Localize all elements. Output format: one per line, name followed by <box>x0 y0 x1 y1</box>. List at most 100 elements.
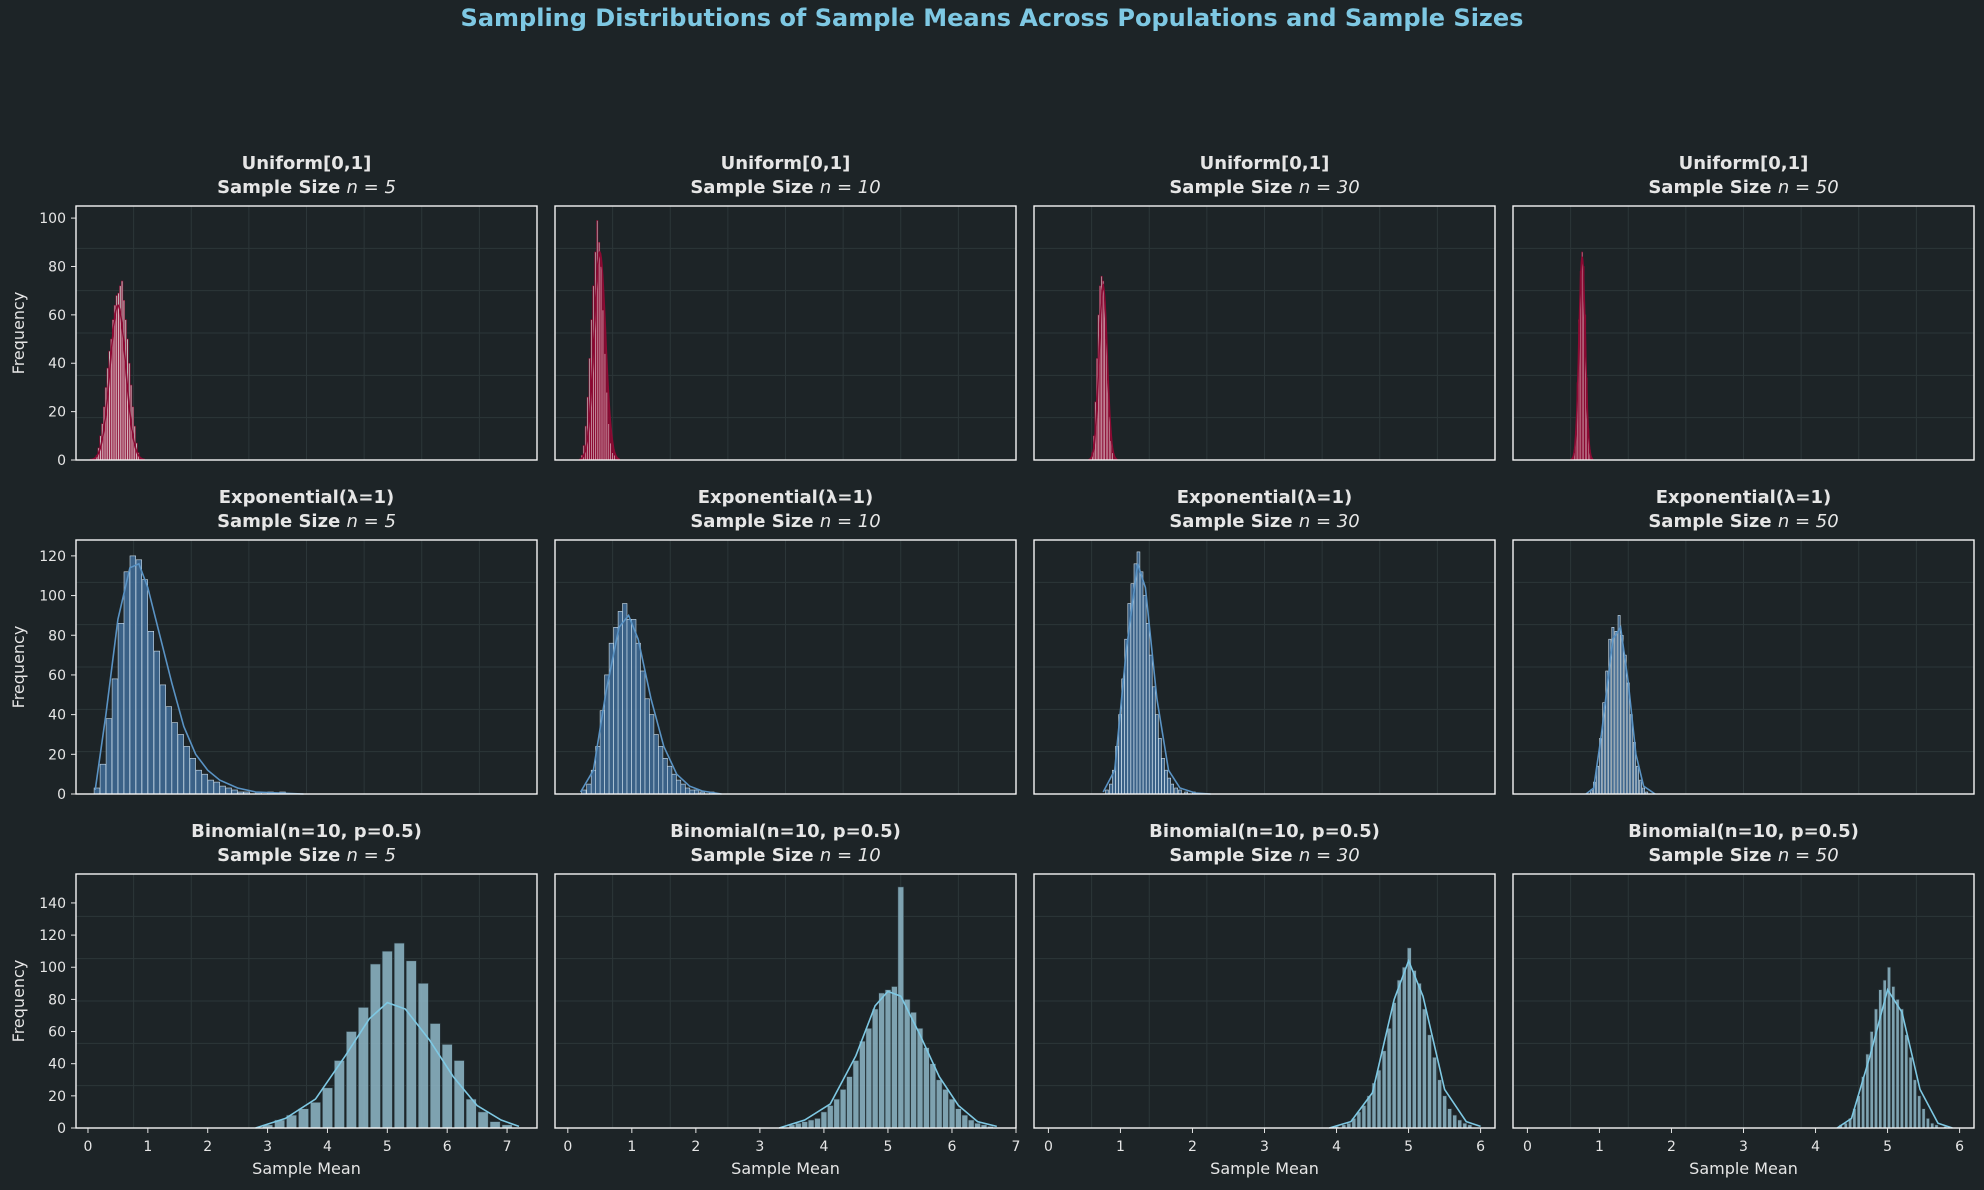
sample-size-label: Sample Size <box>690 845 819 866</box>
histogram-bar <box>897 886 905 1129</box>
y-tick-label: 60 <box>48 308 66 324</box>
histogram-bar <box>1139 571 1144 795</box>
histogram-bar <box>1620 634 1624 795</box>
histogram-bar <box>189 757 196 795</box>
y-axis-label: Frequency <box>9 960 28 1043</box>
y-tick-label: 100 <box>39 589 66 605</box>
histogram-bar <box>653 734 659 795</box>
x-tick-label: 3 <box>1260 1139 1269 1155</box>
histogram-bar <box>649 714 655 795</box>
y-tick-label: 100 <box>39 960 66 976</box>
subplot-1-3: Exponential(λ=1) Sample Size n = 50 <box>1512 487 1975 795</box>
histogram-bar <box>1930 1122 1935 1129</box>
sample-size-value: n = 10 <box>820 511 881 532</box>
sample-size-value: n = 50 <box>1778 845 1839 866</box>
kde-line <box>579 613 722 795</box>
histogram-bar <box>1161 757 1165 795</box>
subplot-title-distribution: Exponential(λ=1) <box>698 487 874 508</box>
x-tick-label: 5 <box>1404 1139 1413 1155</box>
histogram-bar <box>675 779 682 795</box>
subplot-2-2: Binomial(n=10, p=0.5) Sample Size n = 30 0… <box>1033 821 1496 1178</box>
y-tick-label: 120 <box>39 928 66 944</box>
histogram-bar <box>1381 1050 1387 1129</box>
subplot-title-sample-size: Sample Size n = 5 <box>217 511 396 532</box>
x-tick-label: 0 <box>563 1139 572 1155</box>
histogram-bar <box>122 299 125 461</box>
sample-size-value: n = 30 <box>1299 511 1360 532</box>
histogram-bar <box>839 1089 847 1129</box>
y-tick-label: 40 <box>48 356 66 372</box>
histogram-bar <box>923 1047 930 1129</box>
histogram-bar <box>1155 714 1159 795</box>
y-tick-label: 80 <box>48 628 66 644</box>
histogram-bar <box>1611 626 1615 795</box>
histogram-bar <box>903 999 911 1129</box>
histogram-bar <box>814 1118 821 1129</box>
histogram-bar <box>441 1044 453 1129</box>
x-axis-label: Sample Mean <box>731 1159 840 1178</box>
axes-frame <box>554 205 1017 461</box>
y-tick-label: 40 <box>48 708 66 724</box>
histogram-bar <box>1614 630 1618 795</box>
subplot-title-distribution: Binomial(n=10, p=0.5) <box>1628 821 1859 842</box>
x-tick-label: 1 <box>1595 1139 1604 1155</box>
subplot-title-sample-size: Sample Size n = 50 <box>1648 511 1838 532</box>
histogram-bar <box>622 603 628 795</box>
histogram-bar <box>99 763 107 795</box>
subplot-0-0: Uniform[0,1] Sample Size n = 5 0 20 40 60 80 10… <box>9 153 538 469</box>
sample-size-value: n = 5 <box>347 177 396 198</box>
sample-size-label: Sample Size <box>1648 511 1777 532</box>
histogram-bar <box>1422 1008 1427 1129</box>
histogram-bar <box>1457 1119 1462 1129</box>
subplot-2-1: Binomial(n=10, p=0.5) Sample Size n = 10 0… <box>554 821 1020 1178</box>
histogram-bar <box>298 1108 309 1129</box>
histogram-bar <box>846 1076 853 1129</box>
y-tick-label: 140 <box>39 896 66 912</box>
histogram-bar <box>1174 787 1178 795</box>
histogram-bar <box>1642 787 1646 795</box>
subplot-title-sample-size: Sample Size n = 5 <box>217 845 396 866</box>
y-tick-label: 120 <box>39 549 66 565</box>
histogram-bar <box>417 982 429 1129</box>
subplot-title-sample-size: Sample Size n = 10 <box>690 177 880 198</box>
histogram-bar <box>1926 1118 1930 1129</box>
x-tick-label: 4 <box>323 1139 332 1155</box>
histogram-bar <box>820 1111 828 1129</box>
x-axis-label: Sample Mean <box>252 1159 361 1178</box>
histogram-bar <box>322 1087 333 1129</box>
sample-size-label: Sample Size <box>217 177 346 198</box>
x-tick-label: 2 <box>203 1139 212 1155</box>
histogram-bar <box>1917 1095 1922 1129</box>
histogram-bar <box>489 1121 501 1129</box>
histogram-bar <box>369 963 381 1129</box>
histogram-bar <box>213 781 220 795</box>
kde-line <box>89 303 146 461</box>
subplot-title-sample-size: Sample Size n = 30 <box>1169 177 1359 198</box>
histogram-bar <box>929 1063 937 1129</box>
histogram-bar <box>1432 1057 1437 1129</box>
histogram-bar <box>1158 738 1162 795</box>
sample-size-value: n = 50 <box>1778 177 1839 198</box>
histogram-bar <box>1152 686 1156 795</box>
histogram-bar <box>667 765 673 795</box>
sample-size-label: Sample Size <box>690 177 819 198</box>
sample-size-label: Sample Size <box>690 511 819 532</box>
histogram-bar <box>684 787 691 795</box>
histogram-bar <box>393 942 405 1129</box>
y-tick-label: 20 <box>48 405 66 421</box>
histogram-bar <box>105 718 113 795</box>
histogram-bar <box>1581 251 1583 461</box>
histogram-bar <box>613 454 616 461</box>
histogram-bar <box>1891 986 1896 1129</box>
histogram-bar <box>1391 1002 1397 1129</box>
histogram-bar <box>967 1119 975 1129</box>
histogram-bar <box>1636 765 1639 795</box>
x-axis-label: Sample Mean <box>1210 1159 1319 1178</box>
sample-size-value: n = 10 <box>820 177 881 198</box>
histogram-bar <box>1427 1034 1432 1129</box>
y-axis-label: Frequency <box>9 626 28 709</box>
histogram-bar <box>123 571 130 795</box>
sample-size-value: n = 50 <box>1778 511 1839 532</box>
histogram-bar <box>605 391 608 461</box>
histogram-bar <box>135 559 142 795</box>
